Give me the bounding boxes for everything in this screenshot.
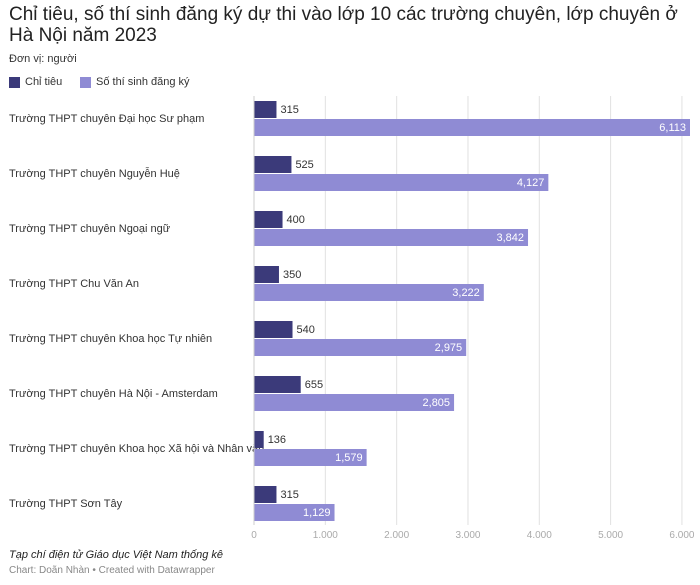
bar-applicants [254, 339, 467, 356]
data-label-quota: 350 [283, 269, 301, 281]
legend-swatch-applicants [80, 76, 91, 88]
bar-applicants [254, 284, 484, 301]
data-label-applicants: 4,127 [517, 177, 545, 189]
legend-item-applicants: Số thí sinh đăng ký [80, 76, 190, 88]
data-label-applicants: 3,842 [496, 232, 524, 244]
data-label-applicants: 6,113 [659, 122, 686, 134]
category-label: Trường THPT Chu Văn An [9, 278, 139, 290]
category-label: Trường THPT chuyên Hà Nội - Amsterdam [9, 388, 218, 400]
category-label: Trường THPT chuyên Nguyễn Huệ [9, 167, 180, 180]
x-tick-label: 3.000 [455, 530, 480, 541]
x-tick-label: 5.000 [598, 530, 623, 541]
bar-quota [254, 211, 283, 228]
bar-applicants [254, 229, 529, 246]
data-label-quota: 400 [287, 214, 305, 226]
bar-quota [254, 321, 293, 338]
x-tick-label: 4.000 [527, 530, 552, 541]
data-label-applicants: 3,222 [452, 287, 480, 299]
data-label-quota: 655 [305, 379, 323, 391]
source-note: Tạp chí điện tử Giáo dục Việt Nam thống … [9, 549, 224, 561]
bar-quota [254, 486, 277, 503]
bar-quota [254, 266, 279, 283]
bar-applicants [254, 394, 455, 411]
x-tick-label: 6.000 [669, 530, 694, 541]
data-label-applicants: 1,129 [303, 507, 331, 519]
data-label-quota: 315 [280, 489, 298, 501]
legend-label-quota: Chỉ tiêu [25, 76, 63, 88]
bar-applicants [254, 174, 549, 191]
legend-label-applicants: Số thí sinh đăng ký [96, 76, 190, 88]
chart-title: Chỉ tiêu, số thí sinh đăng ký dự thi vào… [9, 4, 678, 46]
bar-quota [254, 101, 277, 118]
x-tick-label: 1.000 [313, 530, 338, 541]
data-label-applicants: 1,579 [335, 452, 363, 464]
data-label-quota: 540 [297, 324, 315, 336]
category-label: Trường THPT Sơn Tây [9, 498, 123, 510]
bar-quota [254, 376, 301, 393]
data-label-quota: 525 [295, 159, 313, 171]
x-tick-label: 2.000 [384, 530, 409, 541]
category-label: Trường THPT chuyên Khoa học Tự nhiên [9, 333, 212, 345]
data-label-quota: 136 [268, 434, 286, 446]
data-label-applicants: 2,805 [423, 397, 451, 409]
category-label: Trường THPT chuyên Đại học Sư phạm [9, 113, 204, 125]
chart-credit: Chart: Doãn Nhàn • Created with Datawrap… [9, 565, 215, 576]
bar-applicants [254, 504, 335, 521]
category-label: Trường THPT chuyên Ngoại ngữ [9, 223, 171, 235]
legend-swatch-quota [9, 76, 20, 88]
bar-quota [254, 431, 264, 448]
bar-applicants [254, 119, 690, 136]
data-label-quota: 315 [280, 104, 298, 116]
category-label: Trường THPT chuyên Khoa học Xã hội và Nh… [9, 443, 264, 455]
data-label-applicants: 2,975 [435, 342, 463, 354]
legend-item-quota: Chỉ tiêu [9, 76, 62, 88]
bar-applicants [254, 449, 367, 466]
bar-quota [254, 156, 292, 173]
unit-note: Đơn vị: người [9, 53, 77, 65]
x-tick-label: 0 [251, 530, 257, 541]
